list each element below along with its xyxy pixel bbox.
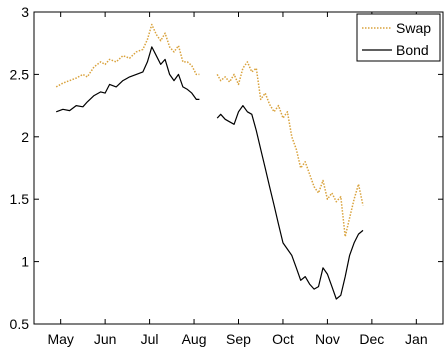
y-tick-label: 0.5 bbox=[10, 316, 30, 332]
y-tick-label: 1 bbox=[21, 254, 29, 270]
series-line-bond bbox=[216, 105, 364, 300]
x-tick-label: Sep bbox=[226, 331, 251, 347]
y-tick-label: 1.5 bbox=[10, 191, 30, 207]
legend-box bbox=[356, 13, 441, 62]
x-tick-label: Oct bbox=[272, 331, 294, 347]
legend: Swap Bond bbox=[356, 13, 441, 62]
x-tick-label: Jul bbox=[141, 331, 159, 347]
legend-swap-label: Swap bbox=[396, 20, 431, 36]
series-layer bbox=[55, 23, 364, 300]
series-line-swap bbox=[216, 61, 364, 238]
y-tick-label: 2.5 bbox=[10, 66, 30, 82]
series-line-swap bbox=[55, 23, 200, 88]
x-tick-label: May bbox=[47, 331, 73, 347]
series-line-bond bbox=[55, 46, 200, 113]
x-tick-label: Aug bbox=[182, 331, 207, 347]
plot-area bbox=[33, 11, 444, 325]
x-tick-label: Nov bbox=[315, 331, 340, 347]
y-tick-label: 2 bbox=[21, 129, 29, 145]
x-tick-label: Jan bbox=[405, 331, 428, 347]
x-tick-label: Dec bbox=[359, 331, 384, 347]
y-axis: 0.5 1 1.5 2 2.5 3 bbox=[10, 4, 443, 332]
y-tick-label: 3 bbox=[21, 4, 29, 20]
x-tick-label: Jun bbox=[94, 331, 117, 347]
legend-bond-label: Bond bbox=[396, 42, 429, 58]
x-axis: May Jun Jul Aug Sep Oct Nov Dec Jan bbox=[47, 12, 428, 347]
